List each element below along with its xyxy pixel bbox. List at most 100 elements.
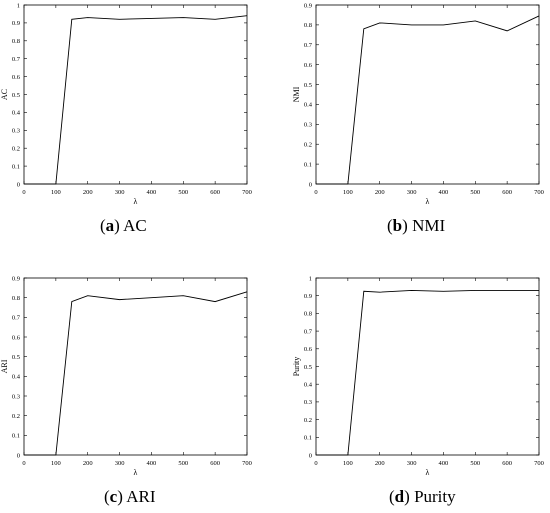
caption-text: AC [123, 216, 147, 235]
x-tick-label: 500 [470, 460, 480, 467]
y-tick-label: 0.5 [12, 354, 20, 361]
y-axis-label: AC [0, 89, 9, 100]
y-tick-label: 0.9 [304, 2, 312, 9]
y-tick-label: 0 [309, 181, 312, 188]
x-tick-label: 200 [83, 460, 93, 467]
x-tick-label: 500 [470, 189, 480, 196]
x-tick-label: 600 [502, 460, 512, 467]
caption-letter: c [109, 487, 118, 506]
y-tick-label: 0.8 [12, 38, 20, 45]
y-tick-label: 0.6 [12, 74, 21, 81]
y-tick-label: 0.2 [12, 413, 20, 420]
caption-letter: a [105, 216, 115, 235]
x-tick-label: 300 [115, 460, 125, 467]
y-tick-label: 0.9 [304, 293, 312, 300]
x-tick-label: 700 [534, 189, 544, 196]
y-tick-label: 0.1 [304, 435, 312, 442]
axes-frame [23, 277, 248, 456]
y-tick-label: 0.8 [12, 295, 20, 302]
y-tick-label: 0.4 [304, 102, 313, 109]
y-tick-label: 0 [17, 181, 20, 188]
axes-frame [315, 4, 540, 185]
x-tick-label: 200 [375, 460, 385, 467]
series-line [316, 289, 539, 456]
y-tick-label: 0.1 [12, 433, 20, 440]
caption-ac: (a) AC [100, 216, 147, 235]
caption-purity: (d) Purity [389, 487, 456, 506]
y-tick-label: 0.2 [12, 146, 20, 153]
y-tick-label: 0.3 [304, 399, 312, 406]
y-tick-label: 0.4 [12, 374, 21, 381]
y-tick-label: 0.2 [304, 417, 312, 424]
y-tick-label: 0.8 [304, 311, 312, 318]
x-tick-label: 600 [210, 189, 220, 196]
y-tick-label: 0.7 [304, 42, 313, 49]
x-axis-label: λ [426, 197, 430, 206]
x-tick-label: 700 [242, 189, 252, 196]
x-tick-label: 100 [51, 189, 61, 196]
x-tick-label: 500 [178, 460, 188, 467]
y-tick-label: 0.5 [304, 82, 312, 89]
y-tick-label: 0.6 [304, 346, 313, 353]
y-tick-label: 0 [17, 452, 20, 459]
x-tick-label: 200 [83, 189, 93, 196]
y-tick-label: 0.7 [12, 56, 21, 63]
x-tick-label: 200 [375, 189, 385, 196]
y-axis-label: ARI [0, 359, 9, 373]
y-axis-label: Purity [292, 357, 301, 377]
y-tick-label: 0.8 [304, 22, 312, 29]
y-tick-label: 1 [17, 2, 20, 9]
y-tick-label: 0.9 [12, 20, 20, 27]
x-tick-label: 600 [502, 189, 512, 196]
x-axis-label: λ [426, 468, 430, 477]
x-tick-label: 100 [51, 460, 61, 467]
axes-frame [315, 277, 540, 456]
x-tick-label: 400 [439, 189, 449, 196]
caption-text: ARI [126, 487, 156, 506]
caption-nmi: (b) NMI [387, 216, 446, 235]
caption-letter: b [392, 216, 403, 235]
y-tick-label: 0.5 [12, 92, 20, 99]
y-tick-label: 0.1 [304, 161, 312, 168]
x-tick-label: 300 [115, 189, 125, 196]
y-tick-label: 0.7 [12, 315, 21, 322]
y-tick-label: 0.4 [12, 110, 21, 117]
y-tick-label: 0.2 [304, 142, 312, 149]
x-tick-label: 400 [147, 460, 157, 467]
x-tick-label: 300 [407, 189, 417, 196]
x-tick-label: 100 [343, 460, 353, 467]
series-line [24, 291, 248, 456]
caption-text: Purity [414, 487, 456, 506]
y-tick-label: 0 [309, 452, 312, 459]
y-tick-label: 0.6 [304, 62, 313, 69]
caption-ari: (c) ARI [104, 487, 156, 506]
y-tick-label: 0.9 [12, 275, 20, 282]
caption-text: NMI [412, 216, 446, 235]
y-tick-label: 0.3 [12, 393, 20, 400]
x-tick-label: 500 [178, 189, 188, 196]
y-tick-label: 0.6 [12, 334, 21, 341]
x-tick-label: 600 [210, 460, 220, 467]
series-line [24, 15, 248, 185]
x-tick-label: 700 [242, 460, 252, 467]
y-tick-label: 0.3 [304, 122, 312, 129]
x-tick-label: 0 [22, 460, 25, 467]
x-axis-label: λ [134, 468, 138, 477]
y-tick-label: 0.5 [304, 364, 312, 371]
y-tick-label: 0.3 [12, 128, 20, 135]
x-tick-label: 0 [22, 189, 25, 196]
x-tick-label: 400 [439, 460, 449, 467]
x-tick-label: 0 [314, 189, 317, 196]
x-tick-label: 300 [407, 460, 417, 467]
x-tick-label: 400 [147, 189, 157, 196]
x-axis-label: λ [134, 197, 138, 206]
y-tick-label: 1 [309, 275, 312, 282]
series-line [316, 15, 540, 185]
y-tick-label: 0.1 [12, 163, 20, 170]
x-tick-label: 0 [314, 460, 317, 467]
y-tick-label: 0.4 [304, 382, 313, 389]
